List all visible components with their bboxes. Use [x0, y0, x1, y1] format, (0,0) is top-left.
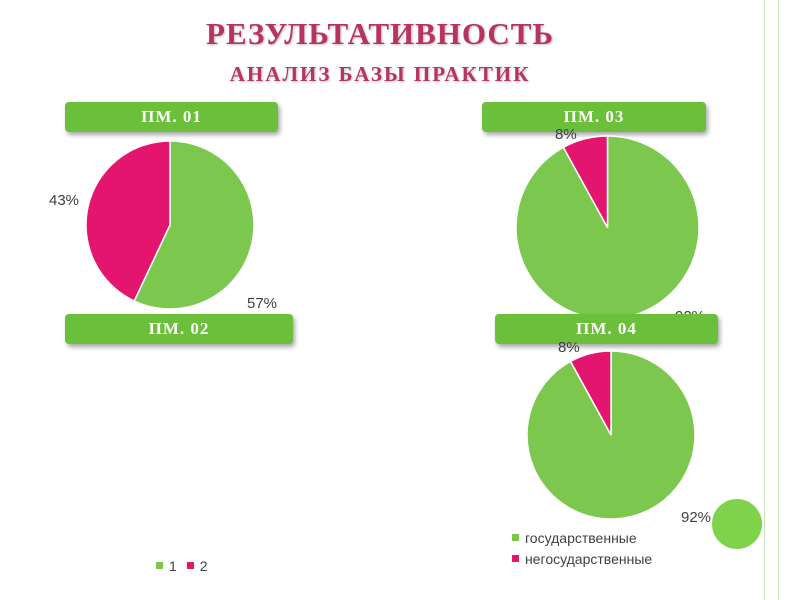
legend-label-2: 2 — [199, 557, 208, 574]
pie-slice-pm01-2 — [85, 140, 171, 303]
banner-pm02: ПМ. 02 — [65, 314, 293, 344]
banner-pm04: ПМ. 04 — [495, 314, 718, 344]
banner-pm01: ПМ. 01 — [65, 102, 278, 132]
pie-label-pm04-1: 92% — [681, 509, 711, 526]
decorative-circle — [712, 499, 762, 549]
pie-slice-pm04-2 — [569, 350, 612, 436]
legend-pm01: 1 2 — [156, 555, 208, 576]
page-title: РЕЗУЛЬТАТИВНОСТЬ — [206, 16, 554, 51]
frame-line-right — [778, 0, 779, 600]
legend-item-nongov: негосударственные — [512, 548, 652, 569]
legend-pm04: государственные негосударственные — [512, 527, 652, 569]
pie-label-pm04-2: 8% — [558, 339, 580, 356]
legend-item-2: 2 — [186, 555, 208, 576]
legend-swatch-1 — [156, 562, 163, 569]
page-subtitle: АНАЛИЗ БАЗЫ ПРАКТИК — [229, 62, 531, 86]
pie-slice-pm03-2 — [562, 135, 609, 228]
pie-label-pm01-1: 57% — [247, 295, 277, 312]
banner-pm03: ПМ. 03 — [482, 102, 706, 132]
legend-label-nongov: негосударственные — [525, 550, 653, 567]
pie-chart-pm01: 43% 57% — [49, 140, 277, 312]
legend-item-1: 1 — [156, 555, 177, 576]
pie-chart-pm04: 8% 92% — [526, 339, 711, 526]
pie-label-pm01-2: 43% — [49, 192, 79, 209]
pie-chart-pm03: 8% 92% — [515, 126, 705, 325]
legend-swatch-nongov — [512, 555, 519, 562]
legend-swatch-2 — [186, 562, 194, 569]
frame-line-left — [764, 0, 765, 600]
pie-slice-pm01-1 — [133, 140, 255, 310]
legend-label-1: 1 — [169, 557, 177, 574]
legend-label-gov: государственные — [525, 529, 637, 546]
legend-item-gov: государственные — [512, 527, 652, 548]
pie-label-pm03-2: 8% — [555, 126, 577, 143]
legend-swatch-gov — [512, 534, 519, 541]
